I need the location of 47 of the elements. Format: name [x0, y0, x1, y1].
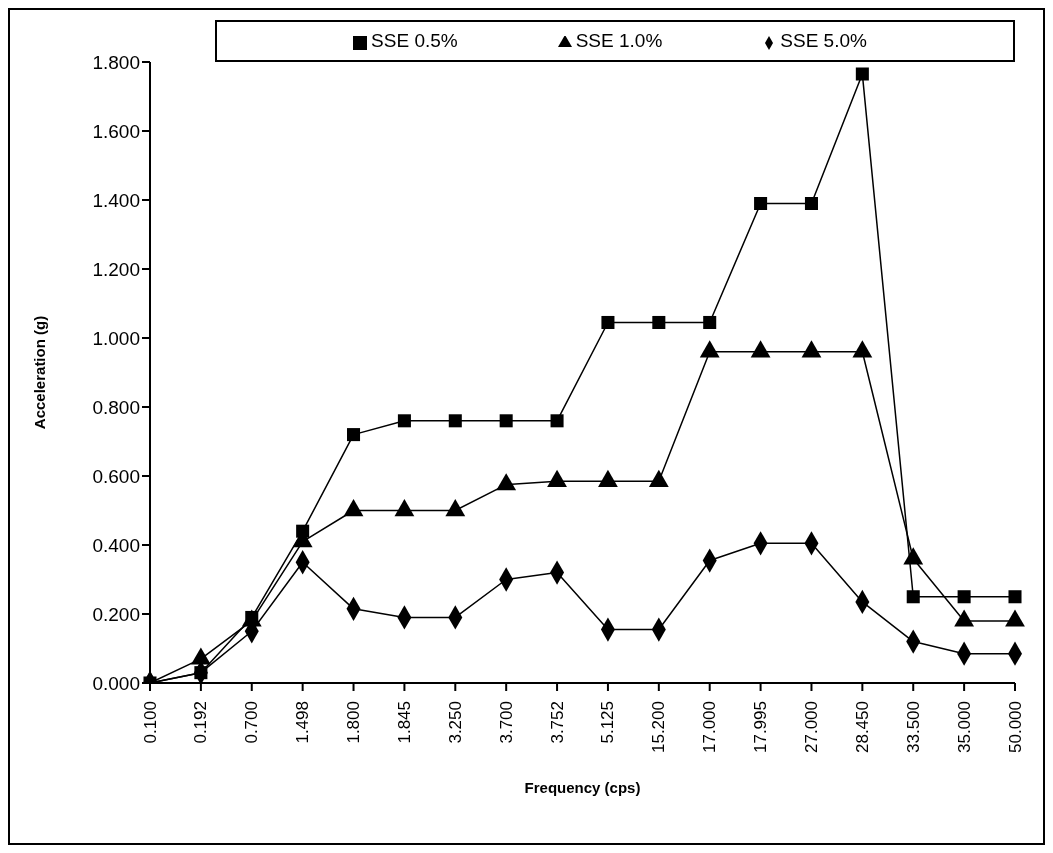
- x-tick-label: 15.200: [649, 701, 669, 753]
- x-tick-label: 33.500: [903, 701, 923, 753]
- point: [347, 428, 361, 442]
- point: [703, 315, 717, 329]
- y-tick-label: 1.200: [92, 258, 140, 280]
- y-tick-label: 0.200: [92, 603, 140, 625]
- x-tick-label: 3.250: [445, 701, 465, 744]
- point: [499, 414, 513, 428]
- y-axis-title: Acceleration (g): [31, 315, 49, 430]
- y-tick-label: 0.000: [92, 672, 140, 694]
- point: [804, 196, 818, 210]
- y-tick-label: 0.400: [92, 534, 140, 556]
- x-tick-label: 17.995: [751, 701, 771, 753]
- y-tick-label: 1.000: [92, 327, 140, 349]
- point: [957, 590, 971, 604]
- y-tick-label: 0.800: [92, 396, 140, 418]
- y-tick-label: 1.600: [92, 120, 140, 142]
- x-tick-label: 0.100: [140, 701, 160, 744]
- legend-label: SSE 1.0%: [575, 30, 663, 51]
- y-tick-label: 1.400: [92, 189, 140, 211]
- point: [550, 414, 564, 428]
- point: [448, 414, 462, 428]
- x-tick-label: 50.000: [1005, 701, 1025, 753]
- x-tick-label: 0.700: [242, 701, 262, 744]
- y-tick-label: 1.800: [92, 51, 140, 73]
- x-axis-title: Frequency (cps): [524, 779, 641, 796]
- point: [906, 590, 920, 604]
- x-tick-label: 0.192: [191, 701, 211, 744]
- x-tick-label: 1.845: [394, 701, 414, 744]
- x-tick-label: 5.125: [598, 701, 618, 744]
- x-tick-label: 3.700: [496, 701, 516, 744]
- point: [754, 196, 768, 210]
- point: [1008, 590, 1022, 604]
- point: [855, 67, 869, 81]
- x-tick-label: 28.450: [852, 701, 872, 753]
- y-tick-label: 0.600: [92, 465, 140, 487]
- point: [397, 414, 411, 428]
- x-tick-label: 17.000: [700, 701, 720, 753]
- x-tick-label: 35.000: [954, 701, 974, 753]
- x-tick-label: 3.752: [547, 701, 567, 744]
- x-tick-label: 1.498: [293, 701, 313, 744]
- legend-label: SSE 5.0%: [780, 30, 867, 51]
- point: [601, 315, 615, 329]
- point: [652, 315, 666, 329]
- x-tick-label: 27.000: [801, 701, 821, 753]
- legend-label: SSE 0.5%: [371, 30, 458, 51]
- x-tick-label: 1.800: [344, 701, 364, 744]
